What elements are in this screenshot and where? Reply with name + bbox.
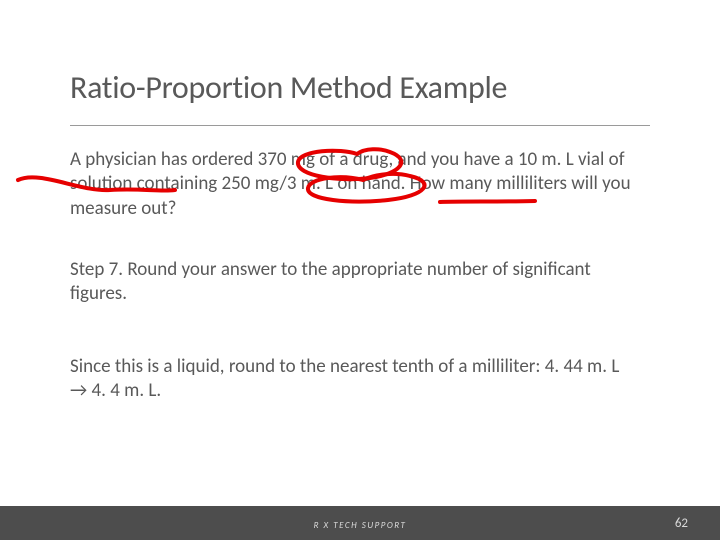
answer-text: Since this is a liquid, round to the nea… bbox=[70, 355, 640, 404]
problem-text: A physician has ordered 370 mg of a drug… bbox=[70, 148, 640, 221]
step-text: Step 7. Round your answer to the appropr… bbox=[70, 258, 640, 307]
title-divider bbox=[70, 125, 650, 126]
footer-label: R X TECH SUPPORT bbox=[0, 520, 720, 531]
slide: Ratio-Proportion Method Example A physic… bbox=[0, 0, 720, 540]
slide-title: Ratio-Proportion Method Example bbox=[70, 68, 507, 107]
page-number: 62 bbox=[675, 516, 688, 531]
